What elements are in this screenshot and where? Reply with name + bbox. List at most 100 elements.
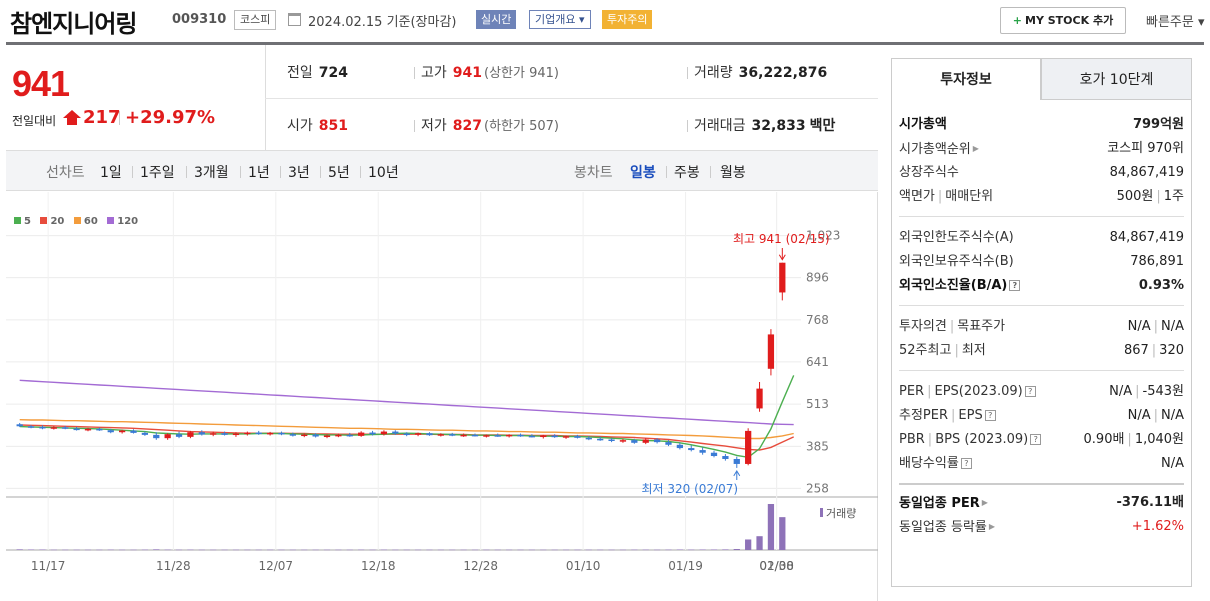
info-label: 배당수익률? [899, 452, 972, 476]
candle [175, 434, 183, 437]
tab-10year[interactable]: 10년 [368, 165, 399, 181]
info-row: 배당수익률? N/A [899, 452, 1184, 476]
realtime-button[interactable]: 실시간 [476, 10, 517, 29]
tab-5year[interactable]: 5년 [328, 165, 350, 181]
high-value: 941 [452, 65, 482, 81]
volume-bar [745, 539, 752, 550]
help-icon[interactable]: ? [1024, 386, 1036, 397]
info-label-text-2: BPS (2023.09) [935, 432, 1029, 447]
tab-3month[interactable]: 3개월 [194, 165, 229, 181]
low-arrow-head [733, 469, 741, 477]
info-label: 투자의견 | 목표주가 [899, 315, 1005, 339]
volume-value: 36,222,876 [738, 65, 828, 81]
info-label-text: 투자의견 [899, 319, 947, 334]
y-tick-label: 258 [806, 481, 829, 495]
help-icon[interactable]: ? [960, 458, 972, 469]
open-label: 시가 [287, 118, 313, 134]
line-chart-label: 선차트 [46, 165, 85, 181]
volume-bar [551, 549, 558, 551]
x-tick-label: 11/28 [156, 559, 191, 573]
pipe-divider: | [927, 384, 932, 399]
pipe-divider: | [1127, 432, 1132, 447]
chart-svg[interactable]: 1,023 896 768 641 513 385 258 11/17 11/28 12/07 12… [6, 192, 878, 601]
candle [460, 434, 467, 437]
ma-legend: 5 20 60 120 [14, 216, 144, 227]
info-value-text: 500원 [1116, 189, 1154, 204]
volume-bar [506, 549, 513, 551]
trade-value: 32,833 [751, 118, 806, 134]
info-value: 500원 | 1주 [1117, 185, 1184, 209]
info-value-text: N/A [1109, 384, 1133, 399]
volume-bar [16, 549, 23, 550]
y-tick-label: 513 [806, 397, 829, 411]
tab-daily[interactable]: 일봉 [630, 165, 656, 181]
info-row: 시가총액순위 ▶ 코스피 970위 [899, 137, 1184, 161]
tab-1week[interactable]: 1주일 [140, 165, 175, 181]
tab-orderbook-10[interactable]: 호가 10단계 [1041, 58, 1192, 100]
tab-3year[interactable]: 3년 [288, 165, 310, 181]
price-chart[interactable]: 1,023 896 768 641 513 385 258 11/17 11/28 12/07 12… [6, 192, 878, 601]
volume-bar [483, 549, 490, 551]
info-value: +1.62% [1132, 515, 1184, 539]
candle [403, 433, 410, 436]
pipe-divider: | [1156, 189, 1161, 204]
calendar-icon [288, 13, 301, 26]
volume-bar [278, 549, 285, 551]
volume-bar [198, 549, 205, 551]
help-icon[interactable]: ? [1009, 280, 1021, 291]
high-annotation: 최고 941 (02/15) [733, 232, 830, 246]
volume-bar [289, 549, 296, 551]
info-value-text-2: N/A [1161, 319, 1184, 334]
info-label-text-2: EPS [958, 408, 983, 423]
company-overview-dropdown[interactable]: 기업개요 ▾ [529, 10, 591, 29]
tab-monthly[interactable]: 월봉 [720, 165, 746, 181]
x-tick-label: 01/30 [759, 559, 794, 573]
help-icon[interactable]: ? [984, 410, 996, 421]
volume-bar [335, 549, 342, 551]
legend-ma120: 120 [107, 216, 138, 227]
volume-bar [96, 549, 103, 551]
volume-bar [380, 549, 388, 551]
info-label[interactable]: 동일업종 PER ▶ [899, 491, 988, 516]
candle [221, 433, 228, 435]
tab-1year[interactable]: 1년 [248, 165, 270, 181]
volume-bar [312, 549, 319, 551]
info-value-text: N/A [1127, 319, 1151, 334]
low-label: 저가 [421, 118, 447, 134]
fast-order-dropdown[interactable]: 빠른주문 ▾ [1146, 15, 1205, 30]
tab-weekly[interactable]: 주봉 [674, 165, 700, 181]
market-badge: 코스피 [234, 10, 277, 30]
info-label-text-2: 최저 [961, 343, 986, 358]
volume-bar [210, 549, 217, 551]
info-label: 상장주식수 [899, 161, 959, 185]
volume-bar [471, 549, 479, 551]
volume-bar [50, 549, 57, 551]
candle [153, 434, 160, 439]
tab-investment-info[interactable]: 투자정보 [891, 58, 1041, 100]
x-tick-label: 12/28 [463, 559, 498, 573]
info-label: 액면가 | 매매단위 [899, 185, 993, 209]
high-arrow-head [778, 254, 786, 261]
volume-bar [562, 549, 570, 551]
volume-bar [392, 549, 399, 551]
info-label[interactable]: 동일업종 등락률 ▶ [899, 515, 995, 540]
candle [278, 432, 285, 435]
info-value-text-2: N/A [1161, 408, 1184, 423]
info-label: 외국인소진율(B/A)? [899, 274, 1021, 298]
info-value-text-2: 1주 [1163, 189, 1184, 204]
my-stock-add-button[interactable]: + MY STOCK 추가 [1000, 7, 1126, 34]
stock-code: 009310 [172, 12, 227, 27]
volume-bar [187, 549, 194, 551]
candle [312, 434, 319, 437]
tab-1day[interactable]: 1일 [100, 165, 122, 181]
candle [767, 334, 775, 369]
candle [437, 434, 444, 436]
candle [255, 432, 262, 435]
my-stock-label: MY STOCK 추가 [1025, 14, 1114, 27]
up-arrow-icon-stem [67, 118, 77, 125]
info-label[interactable]: 시가총액순위 ▶ [899, 137, 979, 162]
y-tick-label: 385 [806, 439, 829, 453]
help-icon[interactable]: ? [1030, 434, 1042, 445]
info-value-text: 867 [1123, 343, 1149, 358]
info-label-text: PER [899, 384, 925, 399]
